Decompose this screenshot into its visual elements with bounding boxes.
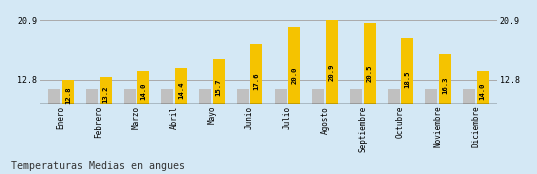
- Bar: [124, 89, 136, 174]
- Bar: [86, 89, 98, 174]
- Bar: [62, 80, 74, 174]
- Bar: [463, 89, 475, 174]
- Bar: [213, 58, 225, 174]
- Text: 15.7: 15.7: [216, 78, 222, 96]
- Bar: [48, 89, 60, 174]
- Bar: [274, 89, 287, 174]
- Text: 17.6: 17.6: [253, 73, 259, 90]
- Text: 18.5: 18.5: [404, 70, 410, 88]
- Text: 20.5: 20.5: [367, 65, 373, 82]
- Bar: [439, 54, 451, 174]
- Bar: [425, 89, 438, 174]
- Bar: [388, 89, 400, 174]
- Text: 16.3: 16.3: [442, 77, 448, 94]
- Bar: [288, 27, 300, 174]
- Bar: [99, 77, 112, 174]
- Bar: [237, 89, 249, 174]
- Bar: [312, 89, 324, 174]
- Text: 14.0: 14.0: [480, 83, 486, 101]
- Bar: [175, 68, 187, 174]
- Bar: [477, 71, 489, 174]
- Text: Temperaturas Medias en angues: Temperaturas Medias en angues: [11, 161, 185, 171]
- Bar: [137, 71, 149, 174]
- Bar: [401, 38, 413, 174]
- Bar: [350, 89, 362, 174]
- Text: 20.9: 20.9: [329, 64, 335, 81]
- Text: 12.8: 12.8: [65, 86, 71, 104]
- Text: 20.0: 20.0: [291, 66, 297, 84]
- Text: 14.0: 14.0: [140, 83, 146, 101]
- Bar: [250, 45, 263, 174]
- Bar: [199, 89, 211, 174]
- Bar: [326, 20, 338, 174]
- Text: 14.4: 14.4: [178, 82, 184, 99]
- Bar: [364, 23, 376, 174]
- Bar: [161, 89, 173, 174]
- Text: 13.2: 13.2: [103, 85, 108, 103]
